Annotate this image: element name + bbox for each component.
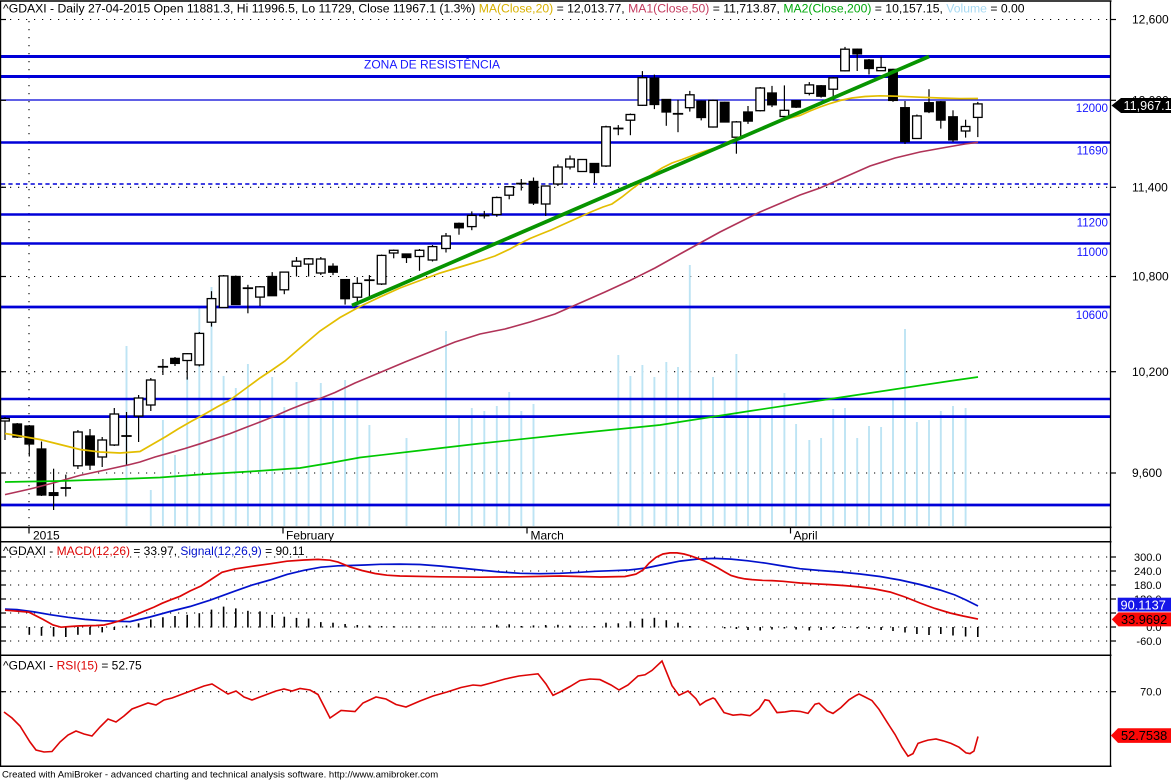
svg-text:April: April — [794, 529, 818, 543]
svg-text:11690: 11690 — [1077, 145, 1108, 158]
svg-text:9,600: 9,600 — [1132, 466, 1162, 480]
svg-text:2015: 2015 — [33, 529, 60, 543]
svg-text:10,800: 10,800 — [1132, 270, 1169, 284]
svg-text:10600: 10600 — [1076, 309, 1108, 322]
svg-text:33.9692: 33.9692 — [1121, 612, 1167, 627]
svg-text:12,600: 12,600 — [1132, 13, 1169, 27]
svg-text:300.0: 300.0 — [1134, 552, 1162, 564]
svg-text:February: February — [286, 529, 334, 543]
svg-text:^GDAXI - Daily 27-04-2015 Open: ^GDAXI - Daily 27-04-2015 Open 11881.3, … — [3, 2, 1025, 16]
svg-text:Created with AmiBroker - advan: Created with AmiBroker - advanced charti… — [2, 770, 438, 781]
svg-text:90.1137: 90.1137 — [1121, 597, 1166, 612]
svg-text:11200: 11200 — [1077, 217, 1108, 230]
svg-text:70.0: 70.0 — [1140, 687, 1161, 699]
svg-text:March: March — [531, 529, 564, 543]
svg-text:12000: 12000 — [1076, 102, 1108, 115]
svg-text:180.0: 180.0 — [1134, 580, 1162, 592]
svg-text:52.7538: 52.7538 — [1121, 728, 1167, 743]
svg-text:ZONA DE RESISTÊNCIA: ZONA DE RESISTÊNCIA — [364, 57, 500, 72]
svg-text:11,967.1: 11,967.1 — [1124, 99, 1171, 113]
svg-text:11000: 11000 — [1077, 246, 1108, 259]
svg-text:^GDAXI - RSI(15) = 52.75: ^GDAXI - RSI(15) = 52.75 — [3, 658, 142, 672]
svg-text:240.0: 240.0 — [1134, 566, 1162, 578]
svg-text:-60.0: -60.0 — [1136, 636, 1161, 648]
svg-text:10,200: 10,200 — [1132, 365, 1169, 379]
svg-text:11,400: 11,400 — [1132, 181, 1168, 195]
svg-text:^GDAXI - MACD(12,26) = 33.97,: ^GDAXI - MACD(12,26) = 33.97, Signal(12,… — [3, 544, 305, 558]
